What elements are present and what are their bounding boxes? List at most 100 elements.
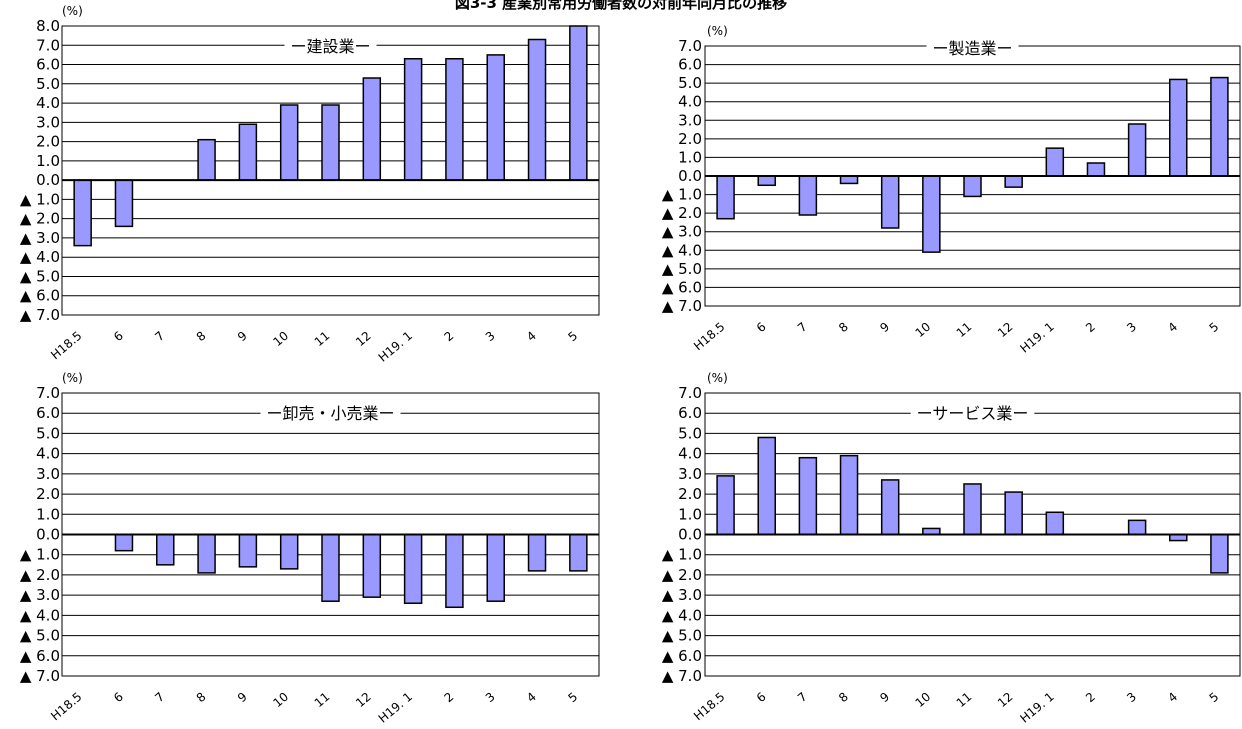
bar <box>321 104 340 181</box>
figure-title: 図3-3 産業別常用労働者数の対前年同月比の推移 <box>454 0 788 12</box>
y-tick-label: 6.0 <box>36 56 60 74</box>
y-tick-label: ▲ 5.0 <box>662 260 702 278</box>
y-tick-label: ▲ 4.0 <box>20 248 60 266</box>
x-tick-label: 9 <box>877 690 892 706</box>
x-tick-label: 6 <box>754 320 769 336</box>
y-tick-label: 6.0 <box>678 404 702 422</box>
y-tick-label: 1.0 <box>36 152 60 170</box>
bar <box>963 175 982 198</box>
x-tick-label: 6 <box>111 690 126 706</box>
y-tick-label: 7.0 <box>36 36 60 54</box>
y-tick-label: 0.0 <box>678 167 702 185</box>
y-tick-label: ▲ 3.0 <box>662 223 702 241</box>
bar <box>197 138 216 181</box>
y-tick-label: 4.0 <box>36 445 60 463</box>
y-tick-label: ▲ 6.0 <box>20 287 60 305</box>
bar <box>963 483 982 536</box>
bar <box>445 58 464 181</box>
bar <box>527 533 547 572</box>
y-tick-label: 5.0 <box>36 424 60 442</box>
bar <box>757 175 776 187</box>
y-tick-label: ▲ 1.0 <box>20 190 60 208</box>
y-tick-label: 5.0 <box>36 75 60 93</box>
x-tick-label: 10 <box>913 690 934 711</box>
y-tick-label: 7.0 <box>36 384 60 402</box>
y-tick-label: ▲ 7.0 <box>20 306 60 324</box>
bar <box>1169 78 1188 177</box>
panel-title: ー製造業ー <box>932 39 1012 58</box>
y-tick-label: ▲ 5.0 <box>662 627 702 645</box>
x-tick-label: 12 <box>353 329 374 350</box>
y-tick-label: 4.0 <box>36 94 60 112</box>
bar <box>1086 162 1106 177</box>
y-tick-label: 2.0 <box>36 485 60 503</box>
y-tick-label: ▲ 3.0 <box>662 586 702 604</box>
chart-panel-2: 7.0 6.0 5.0 4.0 3.0 2.0 1.0 0.0 ▲ 1.0 ▲ 2.0 ▲ 3.0 ▲… <box>20 371 600 726</box>
x-tick-label: H18.5 <box>691 690 727 724</box>
x-tick-label: H19. 1 <box>1017 690 1056 726</box>
chart-panel-1: 7.06.05.04.03.02.01.00.0▲ 1.0▲ 2.0▲ 3.0▲… <box>662 24 1241 356</box>
unit-label: (%) <box>707 371 728 385</box>
x-tick-label: 11 <box>954 690 975 711</box>
x-tick-label: 6 <box>754 690 769 706</box>
y-tick-label: 3.0 <box>36 113 60 131</box>
x-tick-label: 4 <box>524 329 539 345</box>
y-tick-label: ▲ 2.0 <box>20 566 60 584</box>
x-tick-label: 10 <box>913 320 934 341</box>
x-tick-label: 2 <box>441 329 456 345</box>
x-tick-label: 10 <box>270 329 291 350</box>
x-tick-label: H18.5 <box>691 320 727 354</box>
bar <box>197 533 216 574</box>
bar <box>156 533 175 566</box>
y-tick-label: ▲ 1.0 <box>662 186 702 204</box>
y-tick-label: 4.0 <box>678 93 702 111</box>
y-tick-label: ▲ 4.0 <box>662 241 702 259</box>
x-tick-label: 5 <box>1206 690 1221 706</box>
bar <box>569 25 588 181</box>
x-tick-label: 5 <box>1206 320 1221 336</box>
bar <box>569 533 588 572</box>
y-tick-label: ▲ 5.0 <box>20 627 60 645</box>
y-tick-label: ▲ 6.0 <box>662 278 702 296</box>
y-tick-label: ▲ 6.0 <box>662 647 702 665</box>
unit-label: (%) <box>707 24 728 38</box>
x-tick-label: 8 <box>194 690 209 706</box>
bar <box>716 475 735 536</box>
bar <box>839 175 859 185</box>
y-tick-label: ▲ 4.0 <box>662 606 702 624</box>
x-tick-label: H19. 1 <box>1017 320 1056 356</box>
bar <box>1045 511 1065 536</box>
x-tick-label: H19. 1 <box>376 690 415 726</box>
panel-title-backing <box>284 37 377 56</box>
x-tick-label: 12 <box>353 690 374 711</box>
y-tick-label: 4.0 <box>678 445 702 463</box>
y-tick-label: ▲ 2.0 <box>662 204 702 222</box>
bar <box>1004 491 1023 536</box>
bar <box>114 533 134 552</box>
bar <box>880 479 900 536</box>
bar <box>757 436 776 536</box>
y-tick-label: 0.0 <box>36 171 60 189</box>
y-tick-label: ▲ 2.0 <box>20 210 60 228</box>
y-tick-label: ▲ 5.0 <box>20 267 60 285</box>
y-tick-label: ▲ 6.0 <box>20 647 60 665</box>
y-tick-label: ▲ 3.0 <box>20 586 60 604</box>
x-tick-label: 12 <box>995 320 1016 341</box>
bar <box>445 533 464 609</box>
bar <box>403 58 423 181</box>
y-tick-label: 1.0 <box>678 148 702 166</box>
x-tick-label: 12 <box>995 690 1016 711</box>
y-tick-label: 5.0 <box>678 424 702 442</box>
x-tick-label: H19. 1 <box>376 329 415 365</box>
bar <box>1127 123 1147 177</box>
x-tick-label: 2 <box>1083 690 1098 706</box>
bar <box>486 54 505 181</box>
x-tick-label: 3 <box>483 690 498 706</box>
y-tick-label: ▲ 7.0 <box>662 297 702 315</box>
x-tick-label: 5 <box>565 690 580 706</box>
x-tick-label: 2 <box>1083 320 1098 336</box>
y-tick-label: 3.0 <box>678 465 702 483</box>
y-tick-label: 3.0 <box>36 465 60 483</box>
y-tick-label: 0.0 <box>36 526 60 544</box>
